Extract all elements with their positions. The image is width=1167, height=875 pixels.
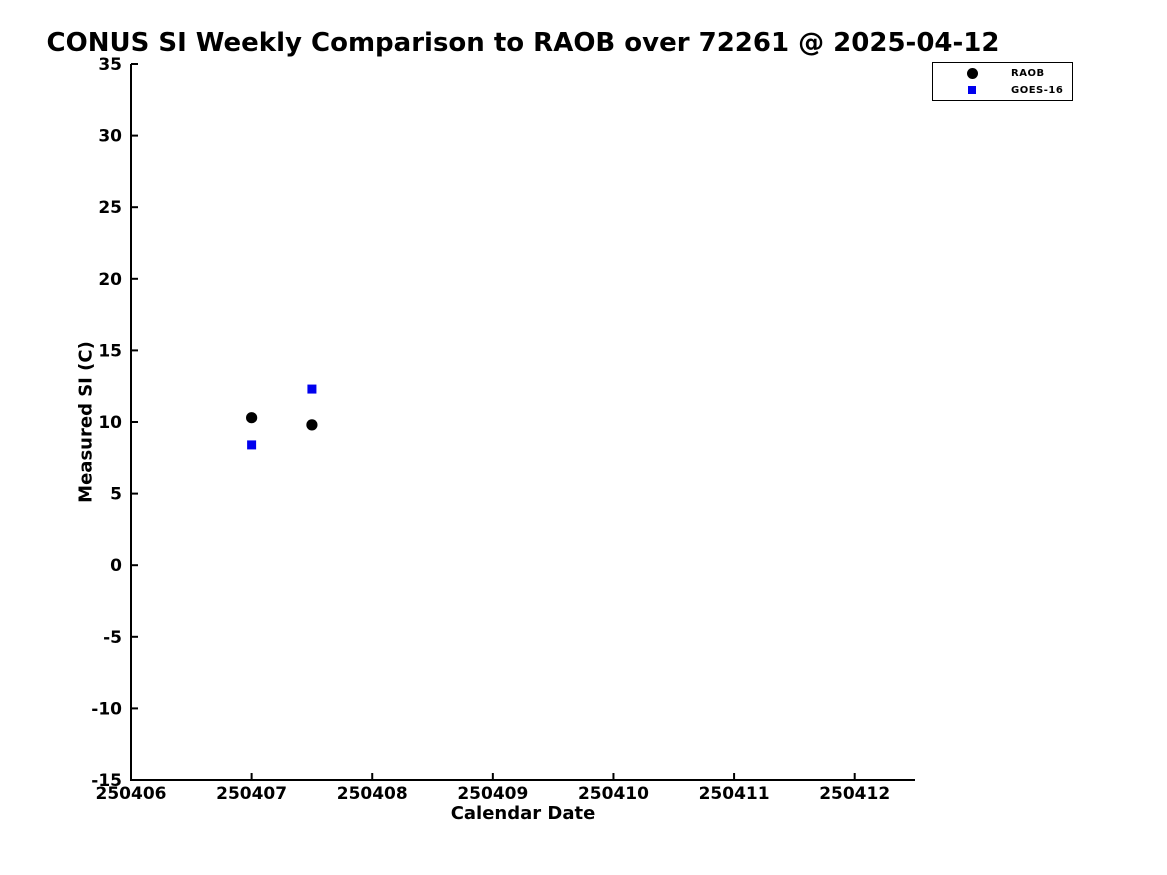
x-tick-label: 250408 (337, 784, 408, 804)
x-axis-label: Calendar Date (450, 803, 596, 824)
x-tick-label: 250411 (699, 784, 770, 804)
legend-item-goes-16: GOES-16 (933, 83, 1072, 97)
data-point-raob (246, 412, 258, 424)
x-tick-label: 250410 (578, 784, 649, 804)
y-axis-label: Measured SI (C) (75, 341, 97, 503)
x-tick-label: 250407 (216, 784, 287, 804)
legend: RAOB GOES-16 (932, 62, 1073, 101)
legend-label-goes-16: GOES-16 (1011, 84, 1064, 96)
legend-circle-marker-icon (966, 67, 978, 79)
x-tick-label: 250409 (457, 784, 528, 804)
legend-item-raob: RAOB (933, 66, 1072, 80)
y-tick-label: 10 (98, 413, 122, 433)
y-tick-label: 30 (98, 127, 122, 147)
y-tick-label: 0 (110, 556, 122, 576)
chart-title: CONUS SI Weekly Comparison to RAOB over … (46, 28, 1000, 58)
x-tick-label: 250406 (96, 784, 167, 804)
x-tick-label: 250412 (819, 784, 890, 804)
y-tick-label: -10 (91, 699, 122, 719)
y-tick-label: 15 (98, 341, 122, 361)
y-tick-label: 20 (98, 270, 122, 290)
data-point-raob (306, 419, 318, 431)
y-tick-label: 5 (110, 485, 122, 505)
y-tick-label: 35 (98, 55, 122, 75)
y-tick-label: -15 (91, 771, 122, 791)
legend-label-raob: RAOB (1011, 67, 1045, 79)
data-point-goes-16 (307, 384, 317, 394)
legend-square-marker-icon (968, 86, 976, 94)
data-point-goes-16 (247, 440, 257, 450)
legend-marker-cell (933, 67, 1011, 79)
legend-marker-cell (933, 86, 1011, 94)
y-tick-label: -5 (103, 628, 122, 648)
y-tick-label: 25 (98, 198, 122, 218)
